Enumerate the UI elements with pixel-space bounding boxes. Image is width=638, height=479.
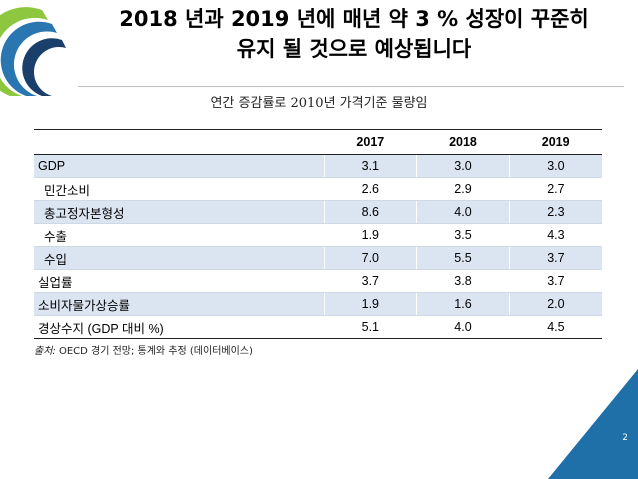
source-note: 출처: OECD 경기 전망; 통계와 추정 (데이터베이스) <box>34 342 253 357</box>
cell-value: 8.6 <box>323 200 417 224</box>
cell-value: 5.1 <box>323 315 417 339</box>
page-number: 2 <box>622 433 628 443</box>
cell-value: 3.1 <box>323 154 417 178</box>
table-subtitle: 연간 증감률로 2010년 가격기준 물량임 <box>210 96 428 111</box>
source-label: 출처: <box>34 346 56 357</box>
cell-value: 5.5 <box>416 246 510 270</box>
cell-value: 3.0 <box>508 154 602 178</box>
row-label: 경상수지 (GDP 대비 %) <box>34 315 324 339</box>
title-line-1: 2018 년과 2019 년에 매년 약 3 % 성장이 꾸준히 <box>119 7 589 31</box>
row-label: 실업률 <box>34 269 324 293</box>
corner-triangle-icon <box>548 369 638 479</box>
table-row: 실업률 3.7 3.8 3.7 <box>34 269 602 293</box>
cell-value: 1.6 <box>416 292 510 316</box>
header-2019: 2019 <box>509 129 602 155</box>
source-text: OECD 경기 전망; 통계와 추정 (데이터베이스) <box>55 346 253 357</box>
cell-value: 3.0 <box>416 154 510 178</box>
table-row: 총고정자본형성 8.6 4.0 2.3 <box>34 200 602 224</box>
cell-value: 4.0 <box>416 315 510 339</box>
cell-value: 3.8 <box>416 269 510 293</box>
header-2018: 2018 <box>416 129 510 155</box>
header-blank <box>34 129 324 155</box>
table-row: 소비자물가상승률 1.9 1.6 2.0 <box>34 292 602 316</box>
cell-value: 4.5 <box>508 315 602 339</box>
row-label: 민간소비 <box>34 177 324 201</box>
row-label: 수입 <box>34 246 324 270</box>
cell-value: 7.0 <box>323 246 417 270</box>
cell-value: 3.5 <box>416 223 510 247</box>
row-label: 수출 <box>34 223 324 247</box>
header-2017: 2017 <box>324 129 417 155</box>
cell-value: 3.7 <box>508 269 602 293</box>
table-row: GDP 3.1 3.0 3.0 <box>34 154 602 178</box>
cell-value: 3.7 <box>323 269 417 293</box>
oecd-logo-icon <box>0 7 66 96</box>
row-label: 총고정자본형성 <box>34 200 324 224</box>
cell-value: 2.9 <box>416 177 510 201</box>
cell-value: 2.3 <box>508 200 602 224</box>
table-row: 경상수지 (GDP 대비 %) 5.1 4.0 4.5 <box>34 315 602 339</box>
forecast-table: 2017 2018 2019 GDP 3.1 3.0 3.0 민간소비 2.6 … <box>34 129 602 339</box>
page-title: 2018 년과 2019 년에 매년 약 3 % 성장이 꾸준히 유지 될 것으… <box>84 4 624 64</box>
cell-value: 1.9 <box>323 223 417 247</box>
cell-value: 4.3 <box>508 223 602 247</box>
table-row: 수입 7.0 5.5 3.7 <box>34 246 602 270</box>
row-label: GDP <box>34 154 324 178</box>
cell-value: 2.0 <box>508 292 602 316</box>
cell-value: 2.6 <box>323 177 417 201</box>
table-row: 민간소비 2.6 2.9 2.7 <box>34 177 602 201</box>
table-row: 수출 1.9 3.5 4.3 <box>34 223 602 247</box>
title-divider <box>78 86 624 87</box>
cell-value: 3.7 <box>508 246 602 270</box>
table-header-row: 2017 2018 2019 <box>34 129 602 155</box>
row-label: 소비자물가상승률 <box>34 292 324 316</box>
title-line-2: 유지 될 것으로 예상됩니다 <box>236 37 472 61</box>
cell-value: 4.0 <box>416 200 510 224</box>
cell-value: 2.7 <box>508 177 602 201</box>
cell-value: 1.9 <box>323 292 417 316</box>
